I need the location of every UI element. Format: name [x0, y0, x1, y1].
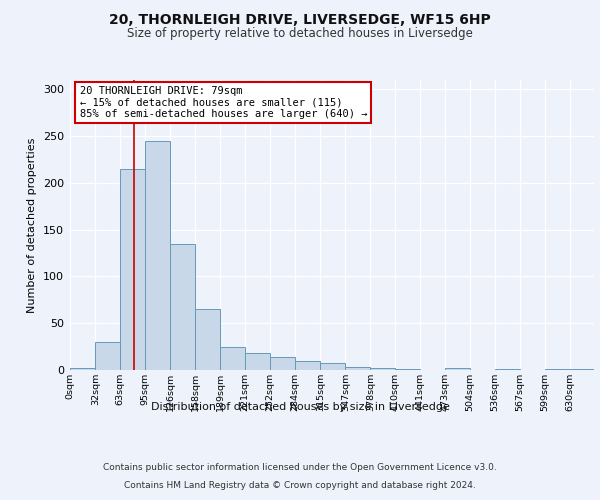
- Text: Size of property relative to detached houses in Liversedge: Size of property relative to detached ho…: [127, 28, 473, 40]
- Bar: [545, 369, 570, 370]
- Bar: [395, 369, 420, 370]
- Bar: [445, 368, 470, 370]
- Y-axis label: Number of detached properties: Number of detached properties: [28, 138, 37, 312]
- Text: 20 THORNLEIGH DRIVE: 79sqm
← 15% of detached houses are smaller (115)
85% of sem: 20 THORNLEIGH DRIVE: 79sqm ← 15% of deta…: [79, 86, 367, 119]
- Bar: [195, 309, 220, 370]
- Bar: [370, 368, 395, 370]
- Bar: [295, 360, 320, 370]
- Bar: [220, 346, 245, 370]
- Text: Distribution of detached houses by size in Liversedge: Distribution of detached houses by size …: [151, 402, 449, 412]
- Text: Contains public sector information licensed under the Open Government Licence v3: Contains public sector information licen…: [103, 464, 497, 472]
- Bar: [170, 244, 195, 370]
- Text: Contains HM Land Registry data © Crown copyright and database right 2024.: Contains HM Land Registry data © Crown c…: [124, 481, 476, 490]
- Bar: [120, 169, 145, 370]
- Bar: [570, 369, 595, 370]
- Text: 20, THORNLEIGH DRIVE, LIVERSEDGE, WF15 6HP: 20, THORNLEIGH DRIVE, LIVERSEDGE, WF15 6…: [109, 12, 491, 26]
- Bar: [70, 368, 95, 370]
- Bar: [345, 367, 370, 370]
- Bar: [270, 357, 295, 370]
- Bar: [495, 369, 520, 370]
- Bar: [245, 353, 270, 370]
- Bar: [320, 362, 345, 370]
- Bar: [95, 342, 120, 370]
- Bar: [145, 141, 170, 370]
